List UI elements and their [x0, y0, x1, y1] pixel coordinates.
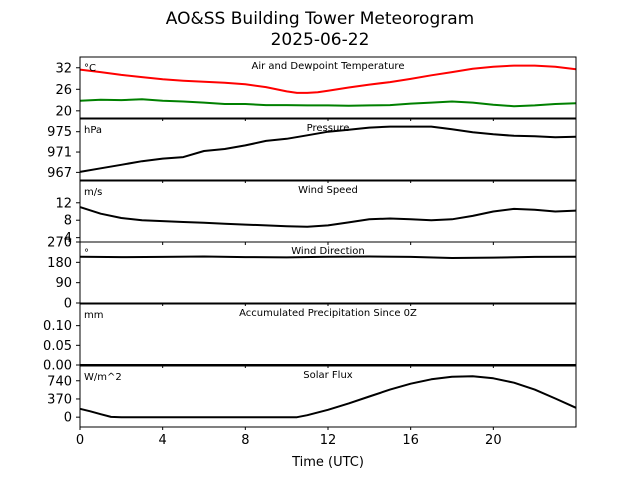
y-tick-label: 0 — [64, 297, 72, 312]
panel-unit-label: °C — [84, 63, 96, 74]
y-tick-label: 8 — [64, 214, 72, 229]
figure-title-line2: 2025-06-22 — [271, 30, 370, 50]
series-line-dewpoint — [79, 98, 577, 108]
panel-4: 0 90 180 270 Wind Direction ° — [47, 236, 577, 312]
y-tick-label: 975 — [47, 125, 72, 140]
panel-5: 0.00 0.05 0.10 Accumulated Precipitation Si… — [43, 303, 577, 374]
y-tick-label: 0.05 — [43, 339, 72, 354]
panel-2: 967 971 975 Pressure hPa — [47, 118, 577, 183]
y-tick-label: 12 — [55, 196, 72, 211]
y-tick-label: 270 — [47, 236, 72, 251]
panel-unit-label: mm — [84, 310, 103, 321]
y-tick-label: 0 — [64, 411, 72, 426]
series-line-default — [79, 375, 577, 419]
y-tick-label: 370 — [47, 392, 72, 407]
panel-title: Air and Dewpoint Temperature — [252, 61, 405, 72]
y-tick-label: 740 — [47, 374, 72, 389]
x-axis: 0 4 8 12 16 20 — [76, 433, 502, 448]
y-tick-label: 0.00 — [43, 359, 72, 374]
panel-6: 0 370 740 Solar Flux W/m^2 — [47, 365, 577, 430]
series-line-default — [79, 206, 577, 228]
x-tick-label: 0 — [76, 433, 84, 448]
series-line-default — [79, 255, 577, 259]
x-axis-label: Time (UTC) — [291, 455, 364, 470]
x-tick-label: 20 — [485, 433, 502, 448]
series-line-default — [79, 125, 577, 173]
y-tick-label: 971 — [47, 146, 72, 161]
panel-unit-label: W/m^2 — [84, 372, 122, 383]
x-tick-label: 4 — [159, 433, 167, 448]
x-tick-label: 12 — [320, 433, 337, 448]
y-tick-label: 4 — [64, 231, 72, 246]
y-tick-label: 26 — [55, 83, 72, 98]
panel-unit-label: hPa — [84, 125, 102, 136]
panel-title: Pressure — [307, 123, 350, 134]
x-tick-label: 16 — [402, 433, 419, 448]
series-line-temperature — [79, 64, 577, 94]
y-tick-label: 967 — [47, 166, 72, 181]
figure-title-line1: AO&SS Building Tower Meteorogram — [166, 9, 474, 29]
y-tick-label: 180 — [47, 256, 72, 271]
x-tick-label: 8 — [241, 433, 249, 448]
y-tick-label: 0.10 — [43, 319, 72, 334]
panel-title: Wind Direction — [291, 246, 365, 257]
panel-title: Wind Speed — [298, 185, 358, 196]
panel-unit-label: m/s — [84, 187, 102, 198]
y-tick-label: 32 — [55, 61, 72, 76]
panel-3: 4 8 12 Wind Speed m/s — [55, 180, 577, 246]
panel-title: Accumulated Precipitation Since 0Z — [239, 308, 417, 319]
panel-1: 20 26 32 Air and Dewpoint Temperature °C — [55, 56, 577, 121]
panel-unit-label: ° — [84, 248, 89, 259]
y-tick-label: 90 — [55, 276, 72, 291]
panel-title: Solar Flux — [303, 370, 353, 381]
y-tick-label: 20 — [55, 104, 72, 119]
